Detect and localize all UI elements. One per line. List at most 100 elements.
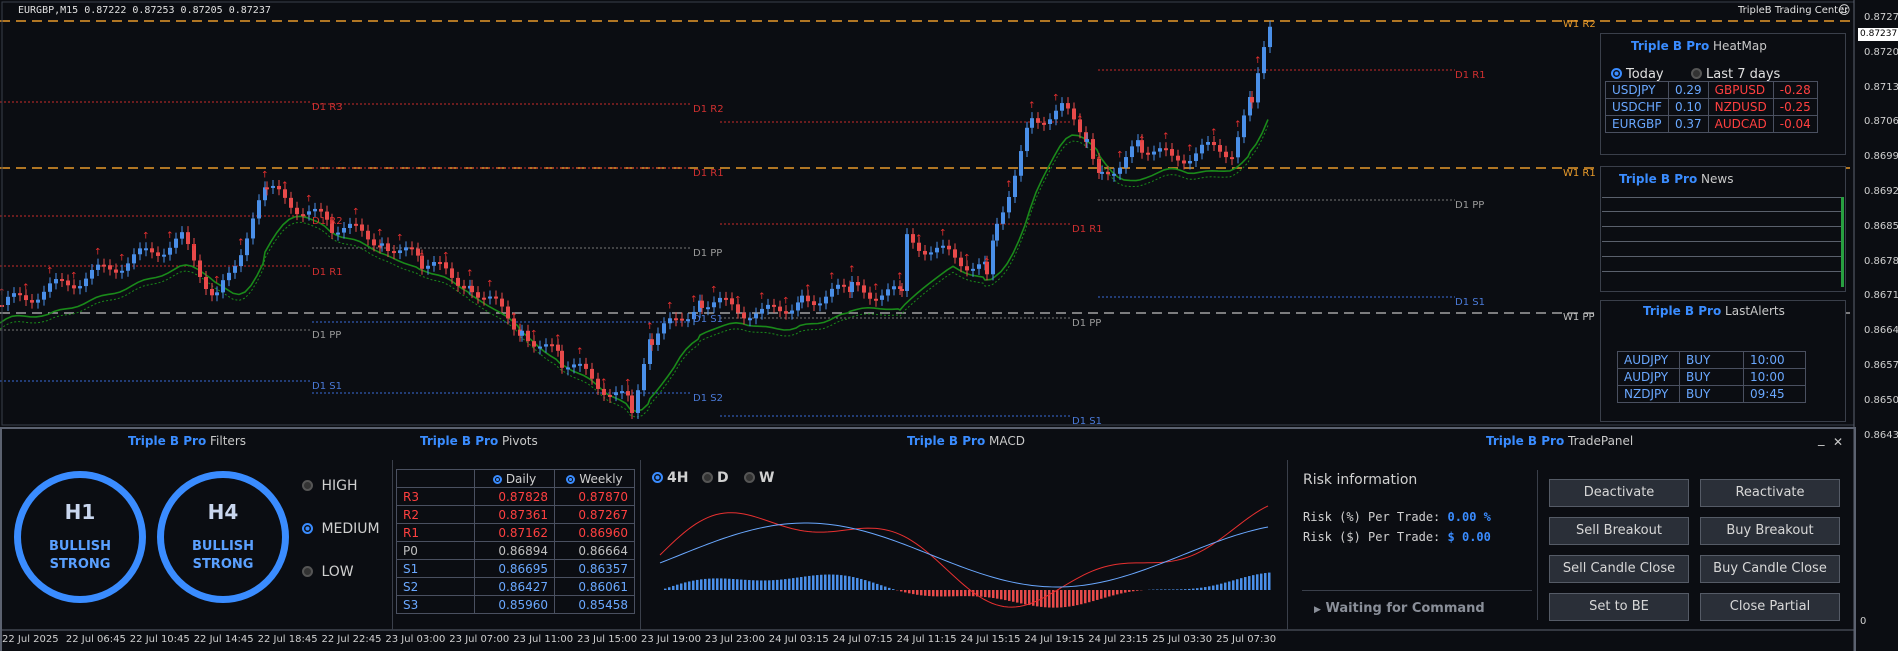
- news-row[interactable]: [1602, 212, 1841, 227]
- d1-s1-label-2: D1 S1: [693, 314, 723, 325]
- candle-body: [257, 200, 261, 219]
- macd-bar: [1128, 590, 1131, 592]
- radio-selected-icon: [492, 474, 502, 484]
- candle-body: [456, 277, 460, 286]
- candle-body: [66, 280, 70, 286]
- pivots-table: Daily Weekly R3 0.87828 0.87870 R2 0.87361 0.…: [396, 469, 635, 614]
- time-tick-label: 23 Jul 07:00: [449, 634, 510, 645]
- smiley-icon[interactable]: ☺: [1838, 3, 1851, 17]
- pivot-level-lines: [0, 20, 1854, 417]
- macd-bar: [988, 590, 991, 598]
- pivots-header-blank: [396, 469, 475, 488]
- deactivate-button[interactable]: Deactivate: [1549, 479, 1689, 507]
- candle-body: [850, 282, 854, 293]
- close-partial-button[interactable]: Close Partial: [1700, 593, 1840, 621]
- macd-bar: [748, 580, 751, 590]
- macd-bar: [1112, 590, 1115, 596]
- heatmap-radio-7days[interactable]: Last 7 days: [1691, 67, 1780, 82]
- macd-bar: [820, 574, 823, 590]
- time-tick-label: 23 Jul 03:00: [385, 634, 446, 645]
- news-list[interactable]: [1602, 197, 1844, 287]
- filter-option-medium[interactable]: MEDIUM: [302, 521, 380, 537]
- pivot-cell-weekly: 0.85458: [554, 595, 635, 614]
- heatmap-radio-today-label: Today: [1626, 67, 1664, 82]
- candle-body: [210, 289, 214, 296]
- candle-body: [856, 282, 860, 286]
- buy-candle-close-button[interactable]: Buy Candle Close: [1700, 555, 1840, 583]
- candle-body: [700, 300, 704, 308]
- news-row[interactable]: [1602, 242, 1841, 257]
- buy-breakout-button[interactable]: Buy Breakout: [1700, 517, 1840, 545]
- sell-candle-close-button[interactable]: Sell Candle Close: [1549, 555, 1689, 583]
- alert-row[interactable]: AUDJPY BUY 10:00: [1617, 368, 1806, 386]
- heatmap-table: USDJPY 0.29 GBPUSD -0.28 USDCHF 0.10 NZDUSD -0.…: [1605, 81, 1818, 133]
- candle-body: [450, 268, 454, 278]
- macd-tf-4h[interactable]: 4H: [652, 470, 688, 486]
- macd-zero-label: 0: [1860, 616, 1867, 627]
- candle-body: [766, 304, 770, 309]
- candle-body: [1176, 155, 1180, 161]
- trend-line-lower: [0, 125, 1269, 418]
- chart-frame: [1, 1, 1855, 426]
- macd-tf-d[interactable]: D: [702, 470, 729, 486]
- sell-arrow-icon: ↑: [848, 265, 856, 275]
- pivot-cell-daily: 0.87162: [474, 523, 555, 542]
- sell-arrow-icon: ↑: [1254, 56, 1262, 66]
- sell-arrow-icon: ↑: [828, 272, 836, 282]
- pivots-col-weekly[interactable]: Weekly: [554, 469, 635, 488]
- sell-breakout-button[interactable]: Sell Breakout: [1549, 517, 1689, 545]
- reactivate-button[interactable]: Reactivate: [1700, 479, 1840, 507]
- candle-body: [538, 346, 542, 349]
- d1-r1-label-2: D1 R1: [312, 267, 343, 278]
- h4-gauge-state: BULLISH STRONG: [164, 538, 282, 574]
- alert-row[interactable]: NZDJPY BUY 09:45: [1617, 385, 1806, 403]
- macd-bar: [932, 590, 935, 597]
- sell-arrow-icon: ↑: [466, 269, 474, 279]
- macd-bar: [808, 575, 811, 590]
- risk-pct-value: 0.00 %: [1447, 510, 1491, 524]
- candle-body: [132, 254, 136, 264]
- macd-signal-line: [659, 505, 1269, 608]
- news-row[interactable]: [1602, 197, 1841, 212]
- heatmap-radio-today[interactable]: Today: [1611, 67, 1664, 82]
- candle-body: [1164, 148, 1168, 151]
- sell-arrow-icon: ↑: [1052, 94, 1060, 104]
- macd-bar: [980, 590, 983, 597]
- candle-body: [144, 248, 148, 251]
- candle-body: [566, 367, 570, 370]
- filter-option-high[interactable]: HIGH: [302, 478, 358, 494]
- candle-body: [386, 243, 390, 252]
- pivots-col-daily[interactable]: Daily: [474, 469, 555, 488]
- macd-bar: [816, 575, 819, 590]
- radio-selected-icon: [566, 474, 576, 484]
- candle-body: [556, 344, 560, 351]
- alert-row[interactable]: AUDJPY BUY 10:00: [1617, 351, 1806, 369]
- heatmap-title-text: HeatMap: [1713, 39, 1767, 53]
- candle-body: [905, 234, 909, 291]
- news-row[interactable]: [1602, 257, 1841, 272]
- set-to-be-button[interactable]: Set to BE: [1549, 593, 1689, 621]
- macd-bar: [752, 580, 755, 590]
- candle-body: [929, 252, 933, 255]
- minimize-icon[interactable]: _: [1818, 432, 1825, 447]
- status-line: ▶ Waiting for Command: [1314, 601, 1485, 616]
- news-row[interactable]: [1602, 227, 1841, 242]
- candle-body: [1242, 115, 1246, 138]
- candle-body: [283, 189, 287, 198]
- candle-body: [512, 318, 516, 330]
- macd-tf-w[interactable]: W: [744, 470, 774, 486]
- candle-body: [1136, 140, 1140, 147]
- heatmap-cell-sym2: AUDCAD: [1707, 115, 1774, 133]
- radio-selected-icon: [302, 523, 313, 534]
- macd-tf-d-label: D: [717, 470, 729, 486]
- close-icon[interactable]: ✕: [1833, 435, 1844, 449]
- macd-bar: [876, 583, 879, 590]
- time-tick-label: 23 Jul 23:00: [704, 634, 765, 645]
- d1-s1-label-4: D1 S1: [1455, 297, 1485, 308]
- candle-body: [342, 227, 346, 233]
- macd-bar: [900, 590, 903, 592]
- sell-arrow-icon: ↑: [554, 334, 562, 344]
- filter-option-low[interactable]: LOW: [302, 564, 354, 580]
- candle-body: [432, 262, 436, 266]
